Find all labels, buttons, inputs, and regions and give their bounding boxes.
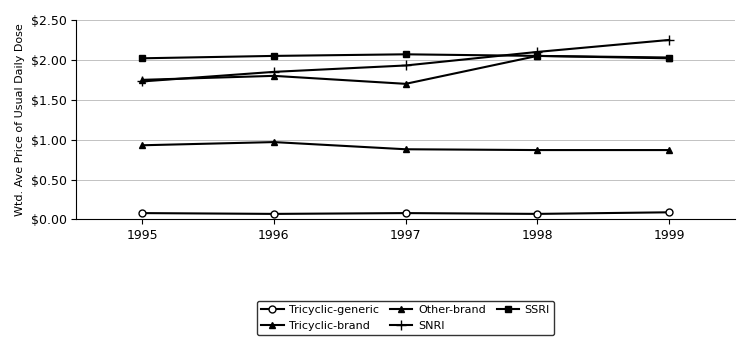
SNRI: [269, 70, 278, 74]
Other-brand: [269, 74, 278, 78]
Tricyclic-generic: [401, 211, 410, 215]
Line: Other-brand: Other-brand: [139, 52, 673, 87]
Y-axis label: Wtd. Ave Price of Usual Daily Dose: Wtd. Ave Price of Usual Daily Dose: [15, 23, 25, 216]
Other-brand: [138, 78, 147, 82]
SSRI: [664, 55, 674, 59]
Other-brand: [664, 56, 674, 61]
SSRI: [401, 52, 410, 56]
Tricyclic-generic: [664, 210, 674, 215]
Tricyclic-brand: [401, 147, 410, 152]
Other-brand: [401, 82, 410, 86]
Tricyclic-brand: [533, 148, 542, 152]
Line: SSRI: SSRI: [139, 51, 673, 62]
Other-brand: [533, 54, 542, 58]
Tricyclic-brand: [664, 148, 674, 152]
Line: Tricyclic-brand: Tricyclic-brand: [139, 139, 673, 154]
Tricyclic-generic: [138, 211, 147, 215]
Legend: Tricyclic-generic, Tricyclic-brand, Other-brand, SNRI, SSRI: Tricyclic-generic, Tricyclic-brand, Othe…: [257, 301, 554, 335]
SSRI: [269, 54, 278, 58]
Tricyclic-generic: [533, 212, 542, 216]
Line: SNRI: SNRI: [137, 35, 674, 86]
SNRI: [533, 50, 542, 54]
Tricyclic-generic: [269, 212, 278, 216]
Line: Tricyclic-generic: Tricyclic-generic: [139, 209, 673, 217]
SNRI: [138, 79, 147, 84]
SNRI: [664, 38, 674, 42]
SSRI: [138, 56, 147, 61]
Tricyclic-brand: [269, 140, 278, 144]
Tricyclic-brand: [138, 143, 147, 147]
SNRI: [401, 63, 410, 68]
SSRI: [533, 54, 542, 58]
